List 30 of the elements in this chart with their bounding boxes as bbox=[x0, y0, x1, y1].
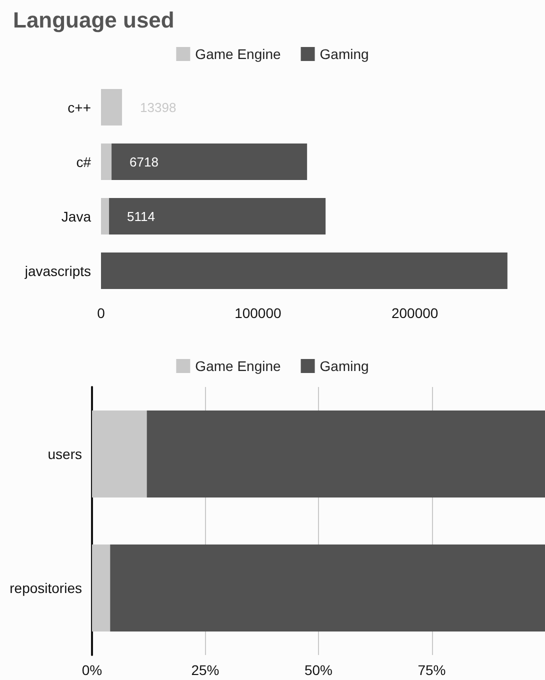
bar bbox=[92, 410, 147, 498]
bar bbox=[92, 544, 110, 632]
legend-label: Game Engine bbox=[195, 358, 282, 374]
legend-label: Gaming bbox=[320, 46, 369, 62]
x-tick-label: 25% bbox=[191, 662, 220, 678]
x-tick-label: 200000 bbox=[391, 305, 438, 321]
chart-title: Language used bbox=[13, 8, 174, 32]
y-tick-label: c++ bbox=[68, 99, 91, 116]
y-tick-label: Java bbox=[61, 208, 92, 224]
y-tick-label: javascripts bbox=[24, 262, 91, 279]
bar bbox=[110, 544, 545, 632]
y-tick-label: repositories bbox=[10, 580, 82, 596]
y-tick-label: users bbox=[48, 446, 82, 462]
data-label: 5114 bbox=[127, 208, 155, 224]
x-tick-label: 100000 bbox=[234, 305, 282, 321]
x-tick-label: 75% bbox=[418, 662, 446, 678]
bar bbox=[112, 143, 308, 180]
bar bbox=[101, 143, 112, 180]
x-tick-label: 50% bbox=[304, 662, 333, 678]
bar bbox=[101, 198, 110, 235]
y-tick-label: c# bbox=[76, 154, 92, 170]
bar bbox=[146, 410, 545, 498]
x-tick-label: 0 bbox=[97, 305, 106, 321]
bar bbox=[101, 252, 508, 290]
x-tick-label: 0% bbox=[82, 662, 102, 678]
legend-label: Game Engine bbox=[195, 46, 282, 62]
bar bbox=[101, 88, 122, 126]
data-label: 6718 bbox=[130, 154, 158, 170]
legend-label: Gaming bbox=[320, 358, 369, 374]
bar bbox=[109, 198, 326, 235]
